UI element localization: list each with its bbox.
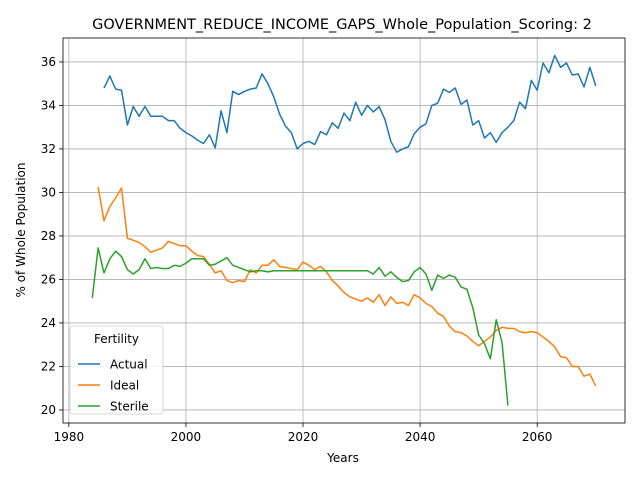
legend-label-ideal: Ideal — [110, 379, 139, 393]
y-axis-label: % of Whole Population — [14, 163, 28, 298]
y-tick-label: 30 — [41, 186, 56, 200]
y-tick-label: 34 — [41, 99, 56, 113]
series-line-actual — [103, 54, 597, 153]
y-axis-ticks: 20 22 24 26 28 30 32 34 36 — [41, 55, 63, 417]
series-line-sterile — [91, 247, 509, 406]
y-tick-label: 24 — [41, 316, 56, 330]
x-axis-ticks: 1980 2000 2020 2040 2060 — [54, 423, 553, 444]
y-tick-label: 20 — [41, 403, 56, 417]
x-tick-label: 2040 — [405, 430, 436, 444]
y-tick-label: 36 — [41, 55, 56, 69]
x-tick-label: 1980 — [54, 430, 85, 444]
plot-frame — [62, 37, 626, 424]
y-tick-label: 22 — [41, 360, 56, 374]
x-tick-label: 2000 — [171, 430, 202, 444]
legend-title: Fertility — [94, 332, 139, 346]
series-line-ideal — [97, 186, 597, 387]
x-tick-label: 2020 — [288, 430, 319, 444]
y-tick-label: 26 — [41, 273, 56, 287]
y-tick-label: 32 — [41, 142, 56, 156]
legend-box — [69, 325, 164, 415]
legend-label-sterile: Sterile — [110, 400, 149, 414]
series-lines — [91, 54, 597, 406]
legend: Fertility Actual Ideal Sterile — [69, 325, 164, 415]
chart-title: GOVERNMENT_REDUCE_INCOME_GAPS_Whole_Popu… — [92, 17, 592, 33]
x-axis-label: Years — [326, 451, 359, 465]
legend-label-actual: Actual — [110, 358, 148, 372]
y-tick-label: 28 — [41, 229, 56, 243]
x-tick-label: 2060 — [522, 430, 553, 444]
